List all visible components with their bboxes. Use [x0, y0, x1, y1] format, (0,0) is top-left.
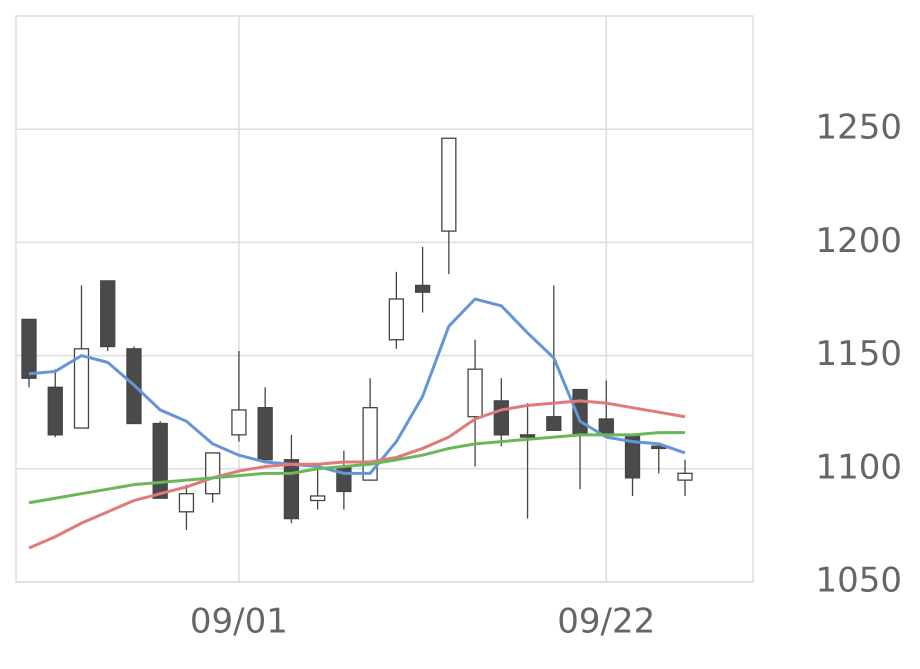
moving-average-line	[28, 431, 685, 505]
x-tick-label: 09/01	[190, 602, 288, 642]
candle-body	[47, 386, 63, 436]
y-tick-label: 1050	[815, 561, 902, 601]
candle-body	[677, 472, 693, 481]
candle-body	[388, 298, 405, 341]
candle-body	[152, 422, 168, 499]
candle-body	[467, 368, 483, 418]
x-tick-label: 09/22	[557, 602, 655, 642]
candle-body	[257, 407, 273, 461]
candle-body	[493, 400, 509, 436]
candle-body	[283, 459, 300, 520]
candle-body	[336, 465, 352, 493]
candle-body	[73, 348, 90, 429]
moving-average-line	[28, 297, 686, 475]
y-tick-label: 1200	[815, 221, 902, 261]
y-tick-label: 1250	[815, 108, 902, 148]
plot-frame	[15, 15, 754, 583]
candle-body	[546, 416, 562, 431]
candle-body	[231, 409, 247, 436]
y-tick-label: 1150	[815, 334, 902, 374]
candle-body	[519, 434, 536, 438]
candle-body	[414, 284, 431, 293]
candle-body	[441, 137, 457, 232]
y-tick-label: 1100	[815, 447, 902, 487]
candle-body	[205, 452, 221, 495]
moving-average-line	[28, 399, 686, 550]
candle-body	[178, 493, 195, 513]
candle-body	[100, 280, 116, 348]
candle-body	[309, 495, 326, 502]
candle-body	[21, 318, 37, 379]
